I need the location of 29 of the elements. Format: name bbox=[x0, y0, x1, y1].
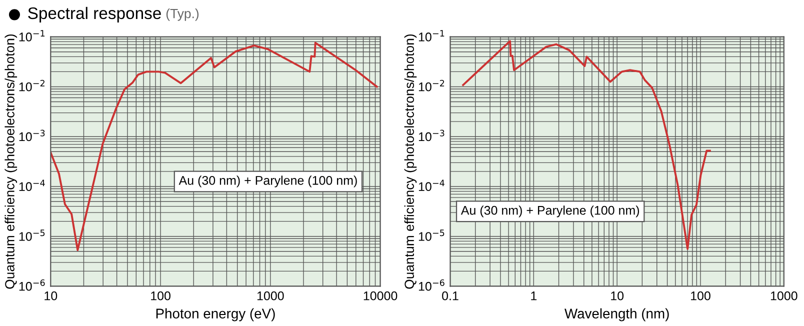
y-tick-label: 10$^{−5}$ bbox=[19, 230, 45, 241]
y-tick-label: 10$^{−4}$ bbox=[19, 180, 45, 192]
x-tick-label: 1000 bbox=[770, 291, 798, 300]
x-tick-label: 1000 bbox=[257, 291, 284, 300]
y-tick-label: 10$^{−3}$ bbox=[418, 130, 444, 142]
y-tick-label: 10$^{−2}$ bbox=[19, 80, 44, 92]
x-tick-label: 0.1 bbox=[442, 291, 458, 300]
x-axis-title: Wavelength (nm) bbox=[564, 308, 669, 322]
y-tick-label: 10$^{−6}$ bbox=[19, 279, 45, 291]
x-tick-label: 1 bbox=[531, 292, 537, 300]
annotation: Au (30 nm) + Parylene (100 nm) bbox=[178, 176, 357, 188]
x-axis-title: Photon energy (eV) bbox=[156, 308, 275, 322]
y-axis-title: Quantum efficiency (photoelectrons/photon) bbox=[404, 34, 417, 289]
y-tick-label: 10$^{−6}$ bbox=[418, 279, 444, 291]
x-tick-label: 10 bbox=[611, 291, 624, 300]
chart-title: Spectral response bbox=[28, 6, 161, 22]
x-tick-label: 100 bbox=[151, 291, 170, 300]
x-tick-label: 10 bbox=[44, 291, 58, 300]
y-tick-label: 10$^{−1}$ bbox=[19, 30, 45, 42]
y-axis-title: Quantum efficiency (photoelectrons/photon) bbox=[4, 34, 18, 289]
x-tick-label: 100 bbox=[691, 291, 710, 300]
y-tick-label: 10$^{−5}$ bbox=[418, 230, 444, 241]
annotation: Au (30 nm) + Parylene (100 nm) bbox=[460, 206, 640, 218]
x-tick-label: 10000 bbox=[364, 291, 398, 300]
y-tick-label: 10$^{−2}$ bbox=[418, 80, 444, 92]
y-tick-label: 10$^{−1}$ bbox=[418, 30, 444, 42]
y-tick-label: 10$^{−3}$ bbox=[19, 130, 45, 142]
chart-subtitle: (Typ.) bbox=[166, 8, 199, 21]
y-tick-label: 10$^{−4}$ bbox=[418, 180, 444, 192]
